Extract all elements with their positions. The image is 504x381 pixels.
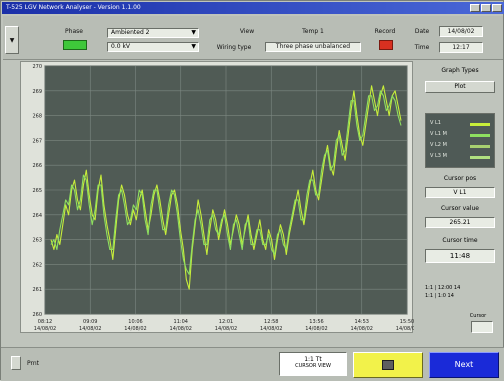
minimize-button[interactable] [470, 4, 480, 12]
y-tick-label: 261 [32, 287, 42, 293]
legend-label: V L1 [430, 120, 441, 126]
voltage-chart[interactable]: 27026926826726626526426326226126008:1214… [21, 62, 414, 334]
cursor-toggle[interactable] [471, 321, 493, 333]
x-tick-time: 08:12 [38, 319, 52, 325]
x-tick-time: 15:50 [400, 319, 414, 325]
title-bar: T-525 LGV Network Analyser - Version 1.1… [2, 2, 504, 14]
legend-swatch [470, 156, 490, 159]
bottom-bar: Prnt 1:1 Tt CURSOR VIEW Next [1, 347, 504, 381]
wiring-value[interactable]: Three phase unbalanced [265, 42, 361, 52]
graph-types-label: Graph Types [441, 67, 479, 74]
date-field: 14/08/02 [439, 26, 483, 37]
export-button[interactable]: 1:1 Tt CURSOR VIEW [279, 352, 347, 376]
legend-swatch [470, 134, 490, 137]
y-tick-label: 268 [32, 114, 42, 120]
cursor-value-field: 265.21 [425, 217, 495, 228]
y-tick-label: 262 [32, 262, 42, 268]
x-tick-date: 14/08/02 [79, 326, 101, 332]
y-tick-label: 267 [32, 138, 42, 144]
window-title: T-525 LGV Network Analyser - Version 1.1… [6, 4, 141, 11]
legend-item[interactable]: V L3 M [430, 153, 492, 162]
x-tick-time: 14:53 [355, 319, 369, 325]
x-tick-time: 12:01 [219, 319, 233, 325]
phase-label: Phase [65, 28, 83, 35]
x-tick-time: 09:09 [83, 319, 97, 325]
y-tick-label: 270 [32, 64, 42, 70]
x-tick-date: 14/08/02 [396, 326, 414, 332]
record-button[interactable] [379, 40, 393, 50]
legend-item[interactable]: V L1 M [430, 131, 492, 140]
wiring-label: Wiring type [216, 44, 252, 51]
next-button[interactable]: Next [429, 352, 499, 378]
graph-type-button[interactable]: Plot [425, 81, 495, 93]
toolbar: ▼ Phase Ambiented 2 ▼ 0.0 kV ▼ View Wiri… [3, 16, 503, 60]
maximize-button[interactable] [481, 4, 491, 12]
cursor-pos-field[interactable]: V L1 [425, 187, 495, 198]
zoom-readout-1: 1:1 | 12:00 14 [425, 285, 461, 291]
x-tick-time: 11:04 [174, 319, 188, 325]
chevron-down-icon: ▼ [9, 37, 15, 44]
print-icon[interactable] [11, 356, 21, 370]
y-tick-label: 263 [32, 238, 42, 244]
legend-swatch [470, 123, 490, 126]
y-tick-label: 269 [32, 89, 42, 95]
x-tick-time: 10:06 [128, 319, 142, 325]
view-label: View [239, 28, 255, 35]
chart-panel: 270 269 268 267 266 265 264 263 262 261 260 08:12 14… [20, 61, 414, 334]
date-label: Date [414, 28, 430, 35]
time-field: 12:17 [439, 42, 483, 53]
chevron-down-icon: ▼ [191, 43, 196, 50]
y-tick-label: 266 [32, 163, 42, 169]
disk-button[interactable] [353, 352, 423, 378]
cursor-pos-label: Cursor pos [443, 175, 477, 182]
legend-label: V L3 M [430, 153, 447, 159]
legend-label: V L2 M [430, 142, 447, 148]
disk-icon [382, 360, 394, 370]
range-select[interactable]: 0.0 kV ▼ [107, 42, 199, 52]
cursor-value-label: Cursor value [440, 205, 480, 212]
phase-indicator [63, 40, 87, 50]
y-tick-label: 264 [32, 213, 42, 219]
mode-dropdown[interactable]: ▼ [5, 26, 19, 54]
x-tick-time: 13:56 [309, 319, 323, 325]
cursor-toggle-label: Cursor [469, 313, 487, 319]
legend-item[interactable]: V L2 M [430, 142, 492, 151]
print-label: Prnt [27, 360, 40, 367]
x-tick-date: 14/08/02 [215, 326, 237, 332]
cursor-time-label: Cursor time [442, 237, 478, 244]
legend-swatch [470, 145, 490, 148]
source-select[interactable]: Ambiented 2 ▼ [107, 28, 199, 38]
zoom-readout-2: 1:1 | 1:0 14 [425, 293, 454, 299]
view-value[interactable]: Temp 1 [302, 28, 324, 35]
x-tick-date: 14/08/02 [351, 326, 373, 332]
x-tick-time: 12:58 [264, 319, 278, 325]
legend-label: V L1 M [430, 131, 447, 137]
legend-item[interactable]: V L1 [430, 120, 492, 129]
y-tick-label: 260 [32, 312, 42, 318]
x-tick-date: 14/08/02 [260, 326, 282, 332]
series-line-2 [50, 90, 402, 275]
legend: V L1 V L1 M V L2 M V L3 M [425, 113, 495, 168]
x-tick-date: 14/08/02 [170, 326, 192, 332]
time-label: Time [414, 44, 430, 51]
y-tick-label: 265 [32, 188, 42, 194]
x-tick-date: 14/08/02 [34, 326, 56, 332]
x-tick-date: 14/08/02 [305, 326, 327, 332]
close-button[interactable] [492, 4, 502, 12]
record-label: Record [374, 28, 396, 35]
x-tick-date: 14/08/02 [124, 326, 146, 332]
chevron-down-icon: ▼ [191, 29, 196, 36]
series-line-1 [50, 85, 402, 290]
cursor-time-field: 11:48 [425, 249, 495, 263]
